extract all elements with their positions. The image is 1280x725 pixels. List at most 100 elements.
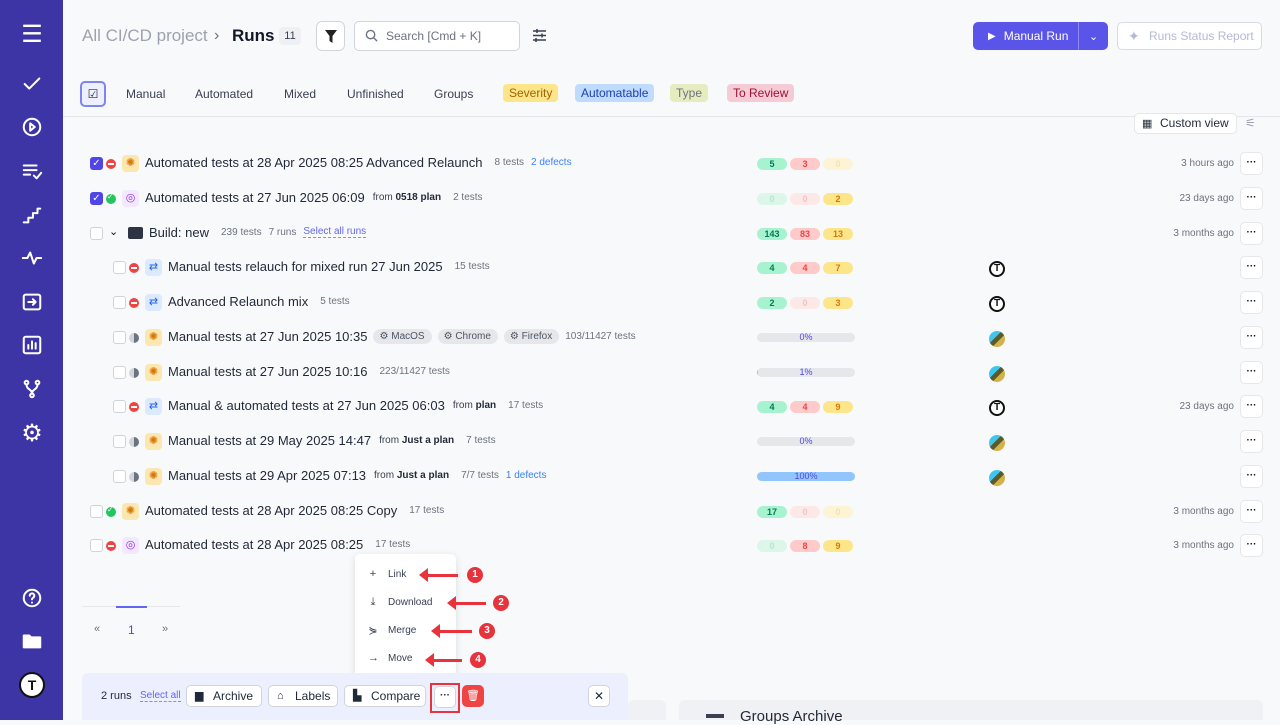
pagination-page-1[interactable]: 1 xyxy=(128,623,135,637)
play-icon[interactable] xyxy=(19,114,45,140)
run-title[interactable]: Manual tests at 29 May 2025 14:47 from Ju… xyxy=(168,433,496,448)
row-more-button[interactable]: ··· xyxy=(1240,325,1263,349)
search-input[interactable]: Search [Cmd + K] xyxy=(354,21,520,51)
defects-link[interactable]: 1 defects xyxy=(505,469,547,481)
run-name[interactable]: Advanced Relaunch mix xyxy=(168,294,309,309)
labels-button[interactable]: ⌂ Labels xyxy=(268,685,338,707)
row-checkbox[interactable] xyxy=(113,469,126,483)
row-more-button[interactable]: ··· xyxy=(1240,464,1263,488)
menu-item-download[interactable]: ⤓ Download xyxy=(368,596,433,609)
run-row[interactable]: ⇄ Manual tests relauch for mixed run 27 J… xyxy=(0,251,1280,285)
sliders-icon[interactable] xyxy=(532,28,547,43)
pagination-prev[interactable]: « xyxy=(94,623,101,635)
run-name[interactable]: Automated tests at 27 Jun 2025 06:09 xyxy=(145,189,365,205)
stairs-icon[interactable] xyxy=(19,202,45,228)
run-name[interactable]: Automated tests at 28 Apr 2025 08:25 Adv… xyxy=(145,155,483,170)
run-name[interactable]: Build: new xyxy=(149,224,209,240)
run-row[interactable]: ✓ ◎ Automated tests at 27 Jun 2025 06:09 fr… xyxy=(0,182,1280,216)
plan-name[interactable]: Just a plan xyxy=(401,435,455,446)
row-more-button[interactable]: ··· xyxy=(1240,186,1263,210)
run-row[interactable]: ✺ Manual tests at 29 May 2025 14:47 from J… xyxy=(0,425,1280,459)
runs-status-report-button[interactable]: ✦ Runs Status Report xyxy=(1117,22,1262,50)
tab-manual[interactable]: Manual xyxy=(126,87,166,101)
run-row[interactable]: ⇄ Manual & automated tests at 27 Jun 2025… xyxy=(0,390,1280,424)
list-check-icon[interactable] xyxy=(19,158,45,184)
row-checkbox[interactable]: ✓ xyxy=(90,157,103,170)
import-icon[interactable] xyxy=(19,289,45,315)
label-chip-type[interactable]: Type xyxy=(670,84,709,102)
tab-unfinished[interactable]: Unfinished xyxy=(347,87,404,101)
groups-archive-panel[interactable]: Groups Archive xyxy=(679,700,1263,725)
run-title[interactable]: Build: new 239 tests 7 runs Select all runs xyxy=(149,224,367,240)
select-all-runs-link[interactable]: Select all runs xyxy=(303,226,367,238)
row-more-button[interactable]: ··· xyxy=(1240,152,1263,175)
run-name[interactable]: Automated tests at 28 Apr 2025 08:25 Cop… xyxy=(145,502,398,518)
delete-button[interactable]: 🗑 xyxy=(462,685,484,707)
run-row[interactable]: ✓ ✺ Automated tests at 28 Apr 2025 08:25 A… xyxy=(0,147,1280,181)
compare-button[interactable]: ▙ Compare xyxy=(344,685,426,707)
row-more-button[interactable]: ··· xyxy=(1240,221,1263,245)
archive-button[interactable]: ▆ Archive xyxy=(186,685,262,707)
pulse-icon[interactable] xyxy=(19,245,45,271)
run-name[interactable]: Manual tests at 29 Apr 2025 07:13 xyxy=(168,467,367,483)
label-chip-severity[interactable]: Severity xyxy=(503,84,559,102)
close-bulk-button[interactable]: ✕ xyxy=(588,685,610,707)
row-checkbox[interactable] xyxy=(90,504,103,518)
plan-name[interactable]: 0518 plan xyxy=(395,191,442,203)
branch-icon[interactable] xyxy=(19,376,45,402)
run-name[interactable]: Manual & automated tests at 27 Jun 2025 … xyxy=(168,398,445,414)
breadcrumb-project[interactable]: All CI/CD project xyxy=(82,26,208,45)
row-checkbox[interactable] xyxy=(113,261,126,275)
run-title[interactable]: Manual tests at 27 Jun 2025 10:16 223/114… xyxy=(168,364,450,379)
menu-item-link[interactable]: + Link xyxy=(368,568,407,580)
plan-name[interactable]: plan xyxy=(475,400,497,412)
row-more-button[interactable]: ··· xyxy=(1240,430,1263,453)
user-avatar[interactable]: T xyxy=(19,672,45,698)
run-name[interactable]: Manual tests at 27 Jun 2025 10:16 xyxy=(168,363,368,379)
row-more-button[interactable]: ··· xyxy=(1240,534,1263,558)
manual-run-button[interactable]: ▶ Manual Run ⌄ xyxy=(973,22,1108,50)
tab-mixed[interactable]: Mixed xyxy=(284,87,317,101)
menu-item-move[interactable]: → Move xyxy=(368,652,412,664)
run-row[interactable]: ◎ Automated tests at 28 Apr 2025 08:25 17 … xyxy=(0,529,1280,563)
chevron-down-icon[interactable]: ⌄ xyxy=(1088,30,1099,43)
run-title[interactable]: Automated tests at 28 Apr 2025 08:25 17 t… xyxy=(145,537,410,552)
run-row[interactable]: ✺ Manual tests at 27 Jun 2025 10:35 ⚙ MacO… xyxy=(0,321,1280,355)
select-mode-toggle[interactable]: ☑ xyxy=(80,81,106,107)
select-all-link[interactable]: Select all xyxy=(140,690,181,702)
run-row[interactable]: ✺ Automated tests at 28 Apr 2025 08:25 Co… xyxy=(0,495,1280,529)
more-actions-button[interactable]: ··· xyxy=(434,686,456,708)
row-more-button[interactable]: ··· xyxy=(1240,499,1263,523)
row-checkbox[interactable] xyxy=(90,539,103,553)
row-checkbox[interactable] xyxy=(113,296,126,309)
run-name[interactable]: Manual tests at 29 May 2025 14:47 xyxy=(168,433,372,448)
custom-view-button[interactable]: ▦ Custom view xyxy=(1134,113,1237,134)
help-icon[interactable] xyxy=(19,585,45,611)
row-checkbox[interactable] xyxy=(90,226,103,240)
run-name[interactable]: Manual tests at 27 Jun 2025 10:35 xyxy=(168,328,368,344)
run-title[interactable]: Automated tests at 28 Apr 2025 08:25 Adv… xyxy=(145,155,572,170)
tab-groups[interactable]: Groups xyxy=(434,87,474,101)
run-title[interactable]: Automated tests at 28 Apr 2025 08:25 Cop… xyxy=(145,503,444,518)
check-icon[interactable] xyxy=(19,71,45,97)
run-row[interactable]: ✺ Manual tests at 29 Apr 2025 07:13 from J… xyxy=(0,460,1280,494)
pagination-next[interactable]: » xyxy=(162,623,169,635)
tab-automated[interactable]: Automated xyxy=(195,87,254,101)
label-chip-to-review[interactable]: To Review xyxy=(727,84,795,102)
row-more-button[interactable]: ··· xyxy=(1240,256,1263,280)
run-title[interactable]: Automated tests at 27 Jun 2025 06:09 from… xyxy=(145,190,483,205)
row-checkbox[interactable]: ✓ xyxy=(90,191,103,205)
menu-item-merge[interactable]: ⋟ Merge xyxy=(368,624,416,637)
run-row[interactable]: ✺ Manual tests at 27 Jun 2025 10:16 223/11… xyxy=(0,356,1280,390)
row-checkbox[interactable] xyxy=(113,330,126,344)
gear-icon[interactable]: ⚙ xyxy=(21,419,43,447)
run-row[interactable]: ⇄ Advanced Relaunch mix 5 tests 2 0 3 T ··· xyxy=(0,286,1280,320)
folder-icon[interactable] xyxy=(19,628,45,654)
run-title[interactable]: Manual & automated tests at 27 Jun 2025 … xyxy=(168,398,543,413)
chart-icon[interactable] xyxy=(19,332,45,358)
run-name[interactable]: Automated tests at 28 Apr 2025 08:25 xyxy=(145,537,364,553)
view-settings-icon[interactable]: ⚟ xyxy=(1245,116,1256,130)
row-more-button[interactable]: ··· xyxy=(1240,395,1263,419)
run-title[interactable]: Manual tests at 27 Jun 2025 10:35 ⚙ MacOS… xyxy=(168,328,636,344)
run-name[interactable]: Manual tests relauch for mixed run 27 Ju… xyxy=(168,259,443,275)
